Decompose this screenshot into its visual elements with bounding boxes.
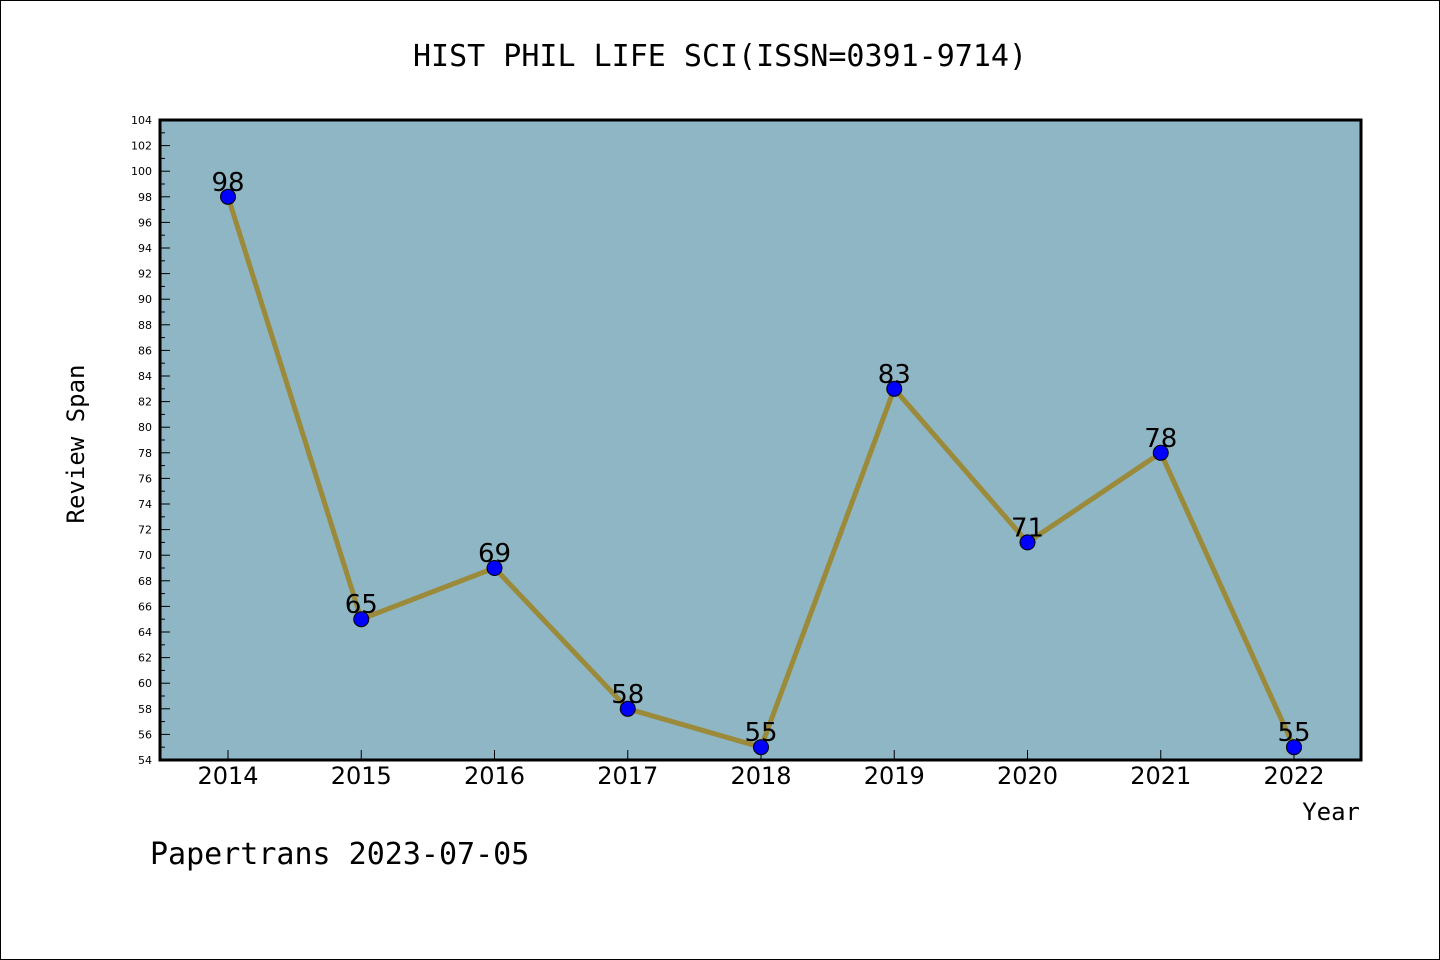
y-tick-label: 100: [131, 165, 152, 178]
data-point-marker: [220, 188, 236, 205]
data-point-marker: [753, 739, 769, 756]
data-label: 65: [345, 590, 378, 620]
y-tick-label: 60: [138, 677, 152, 690]
x-tick-label: 2022: [1263, 762, 1324, 790]
footer-watermark: Papertrans 2023-07-05: [150, 837, 529, 872]
x-tick-label: 2019: [864, 762, 925, 790]
y-tick-label: 84: [138, 370, 152, 383]
y-tick-label: 54: [138, 754, 152, 767]
y-tick-label: 64: [138, 626, 152, 639]
data-label: 83: [878, 360, 911, 390]
marker-group: [220, 188, 1302, 756]
data-label: 98: [211, 168, 244, 198]
x-tick-label: 2020: [997, 762, 1058, 790]
data-point-marker: [1152, 444, 1169, 461]
data-point-marker: [353, 611, 370, 628]
y-tick-label: 92: [138, 268, 152, 281]
y-axis: 54 56 58 60 62 64 66 68 70 72 74 76 78 80 82 84 86 88 90 92…: [131, 114, 170, 767]
data-label: 71: [1011, 513, 1044, 543]
data-label: 78: [1144, 424, 1177, 454]
y-tick-label: 70: [138, 549, 152, 562]
x-tick-label: 2014: [197, 762, 258, 790]
x-tick-label: 2016: [464, 762, 525, 790]
y-tick-label: 72: [138, 524, 152, 537]
y-tick-label: 88: [138, 319, 152, 332]
y-tick-label: 58: [138, 703, 152, 716]
plot-border: [158, 118, 1363, 762]
y-tick-label: 68: [138, 575, 152, 588]
y-tick-label: 104: [131, 114, 152, 127]
data-label: 55: [744, 718, 777, 748]
plot-area: [160, 120, 1361, 760]
y-tick-label: 82: [138, 396, 152, 409]
y-tick-label: 74: [138, 498, 152, 511]
x-axis: 2014 2015 2016 2017 2018 2019 2020 2021 2022: [197, 750, 1325, 790]
data-point-marker: [619, 700, 636, 717]
y-tick-label: 76: [138, 472, 152, 485]
y-tick-label: 62: [138, 652, 152, 665]
y-tick-label: 98: [138, 191, 152, 204]
data-point-marker: [1286, 739, 1302, 756]
data-label: 55: [1277, 718, 1310, 748]
y-tick-label: 90: [138, 293, 152, 306]
y-tick-label: 56: [138, 728, 152, 741]
data-label: 58: [611, 680, 644, 710]
y-tick-label: 102: [131, 140, 152, 153]
y-tick-label: 66: [138, 600, 152, 613]
y-tick-label: 80: [138, 421, 152, 434]
y-axis-title: Review Span: [62, 365, 90, 524]
data-label: 69: [478, 539, 511, 569]
x-axis-title: Year: [1302, 798, 1360, 826]
y-tick-label: 94: [138, 242, 152, 255]
y-tick-label: 96: [138, 216, 152, 229]
data-label-group: 98 65 69 58 55 83 71 78 55: [211, 168, 1310, 748]
y-tick-label: 86: [138, 344, 152, 357]
x-tick-label: 2015: [331, 762, 392, 790]
y-tick-label: 78: [138, 447, 152, 460]
chart-title: HIST PHIL LIFE SCI(ISSN=0391-9714): [413, 39, 1027, 74]
data-point-marker: [886, 380, 903, 397]
x-tick-label: 2017: [597, 762, 658, 790]
data-point-marker: [1019, 534, 1036, 551]
x-tick-label: 2021: [1130, 762, 1191, 790]
data-point-marker: [486, 560, 503, 576]
x-tick-label: 2018: [730, 762, 791, 790]
